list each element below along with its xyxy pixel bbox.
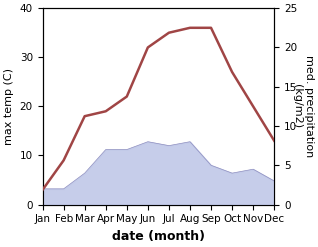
- Y-axis label: med. precipitation
(kg/m2): med. precipitation (kg/m2): [292, 55, 314, 158]
- X-axis label: date (month): date (month): [112, 230, 205, 243]
- Y-axis label: max temp (C): max temp (C): [4, 68, 14, 145]
